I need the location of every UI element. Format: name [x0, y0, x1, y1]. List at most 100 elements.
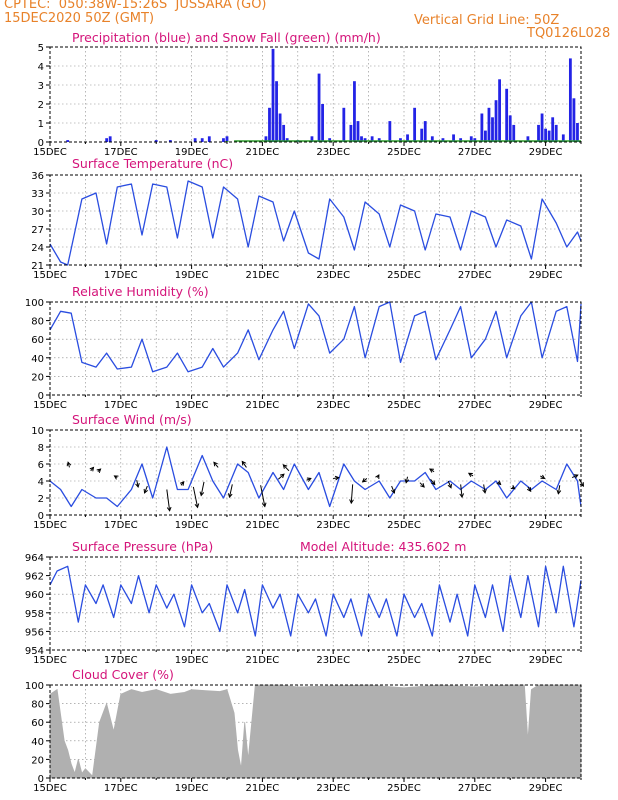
precip-bar	[547, 130, 551, 142]
wind-vector	[460, 484, 463, 498]
series-line	[49, 301, 582, 373]
wind-vector-head	[573, 474, 579, 479]
x-tick-label: 19DEC	[175, 270, 209, 281]
x-tick-label: 25DEC	[387, 655, 421, 666]
wind-vector-head	[482, 488, 487, 494]
y-tick-label: 2	[38, 494, 44, 505]
y-tick-label: 100	[25, 681, 44, 692]
wind-vector	[483, 484, 486, 493]
precip-bar	[484, 130, 487, 142]
precip-bar	[268, 107, 271, 142]
precip-bar	[154, 140, 158, 142]
precip-bar	[377, 138, 381, 142]
panel-frame	[49, 46, 582, 143]
model-code: TQ0126L028	[527, 26, 611, 41]
precip-bar	[491, 117, 494, 142]
y-tick-label: 964	[25, 553, 44, 564]
y-tick-label: 0	[38, 774, 44, 785]
wind-vector-head	[556, 489, 562, 495]
y-tick-label: 954	[25, 646, 44, 657]
wind-vector	[391, 485, 395, 494]
y-tick-label: 8	[38, 443, 44, 454]
y-tick-label: 33	[31, 189, 44, 200]
station-header: CPTEC: 050:38W-15:26S JUSSARA (GO)	[4, 0, 267, 12]
x-tick-label: 23DEC	[316, 783, 350, 794]
x-tick-label: 17DEC	[104, 655, 138, 666]
wind-vector	[144, 485, 148, 494]
wind-vector-head	[135, 482, 140, 488]
date-header: 15DEC2020 50Z (GMT)	[4, 11, 155, 26]
precip-bar	[406, 134, 409, 142]
panel-title: Cloud Cover (%)	[72, 667, 174, 682]
x-tick-label: 27DEC	[458, 270, 492, 281]
precip-bar	[568, 58, 572, 142]
y-tick-label: 1	[38, 119, 44, 130]
x-tick-label: 21DEC	[246, 147, 280, 158]
precip-bar	[388, 121, 392, 142]
y-tick-label: 100	[25, 298, 44, 309]
y-tick-label: 10	[31, 426, 44, 437]
precip-bar	[321, 104, 324, 142]
x-tick-label: 21DEC	[246, 783, 280, 794]
x-tick-label: 19DEC	[175, 147, 209, 158]
wind-vector-head	[428, 468, 434, 473]
y-tick-label: 40	[31, 354, 44, 365]
y-tick-label: 958	[25, 609, 44, 620]
precip-bar	[399, 138, 402, 142]
precip-bar	[544, 128, 547, 142]
wind-vector	[192, 486, 199, 508]
panel-title: Surface Wind (m/s)	[72, 412, 192, 427]
precip-bar	[494, 100, 498, 142]
wind-vector-head	[89, 466, 95, 472]
y-tick-label: 0	[38, 391, 44, 402]
y-tick-label: 80	[31, 700, 44, 711]
x-tick-label: 23DEC	[316, 147, 350, 158]
wind-vector-head	[213, 461, 218, 467]
y-tick-label: 40	[31, 737, 44, 748]
x-tick-label: 25DEC	[387, 270, 421, 281]
x-tick-label: 29DEC	[529, 520, 563, 531]
precip-bar	[512, 124, 516, 142]
cloud-cover-area	[49, 684, 582, 779]
precip-bar	[413, 107, 417, 142]
precip-bar	[551, 117, 555, 142]
wind-vector	[557, 485, 561, 494]
wind-vector-head	[375, 474, 380, 480]
x-tick-label: 17DEC	[104, 400, 138, 411]
panel-title: Relative Humidity (%)	[72, 284, 209, 299]
x-tick-label: 15DEC	[33, 783, 67, 794]
x-tick-label: 25DEC	[387, 400, 421, 411]
panel-1: 0 1 2 3 4 5 15DEC 17DEC 19DEC 21DEC 23DEC 25DEC 27DE…	[33, 30, 582, 158]
x-tick-label: 17DEC	[104, 783, 138, 794]
y-tick-label: 2	[38, 100, 44, 111]
precip-bar	[487, 107, 491, 142]
wind-vector-head	[143, 488, 148, 494]
precip-bar	[349, 124, 353, 142]
y-tick-label: 0	[38, 511, 44, 522]
wind-vector-head	[194, 503, 200, 509]
panel-title: Surface Pressure (hPa)	[72, 539, 213, 554]
y-tick-label: 24	[31, 243, 44, 254]
vertical-grid-note: Vertical Grid Line: 50Z	[414, 13, 560, 28]
wind-vector	[350, 484, 354, 504]
wind-vector-head	[540, 474, 546, 479]
precip-bar	[264, 136, 268, 142]
x-tick-label: 19DEC	[175, 400, 209, 411]
precip-bar	[572, 98, 576, 142]
panel-3: 0 20 40 60 80 100 15DEC 17DEC 19DEC 21DEC 23DEC 25D…	[25, 284, 582, 411]
precip-bar	[275, 81, 278, 142]
precip-bar	[363, 138, 367, 142]
wind-vector-head	[496, 480, 502, 486]
panel-frame	[49, 174, 582, 266]
precip-bar	[207, 136, 211, 142]
precip-bar	[473, 138, 477, 142]
precip-bar	[360, 136, 363, 142]
wind-vector	[200, 481, 205, 496]
precip-bar	[342, 107, 346, 142]
x-tick-label: 17DEC	[104, 147, 138, 158]
y-tick-label: 36	[31, 171, 44, 182]
x-tick-label: 15DEC	[33, 400, 67, 411]
precip-bar	[193, 138, 197, 142]
precip-bar	[459, 138, 463, 142]
